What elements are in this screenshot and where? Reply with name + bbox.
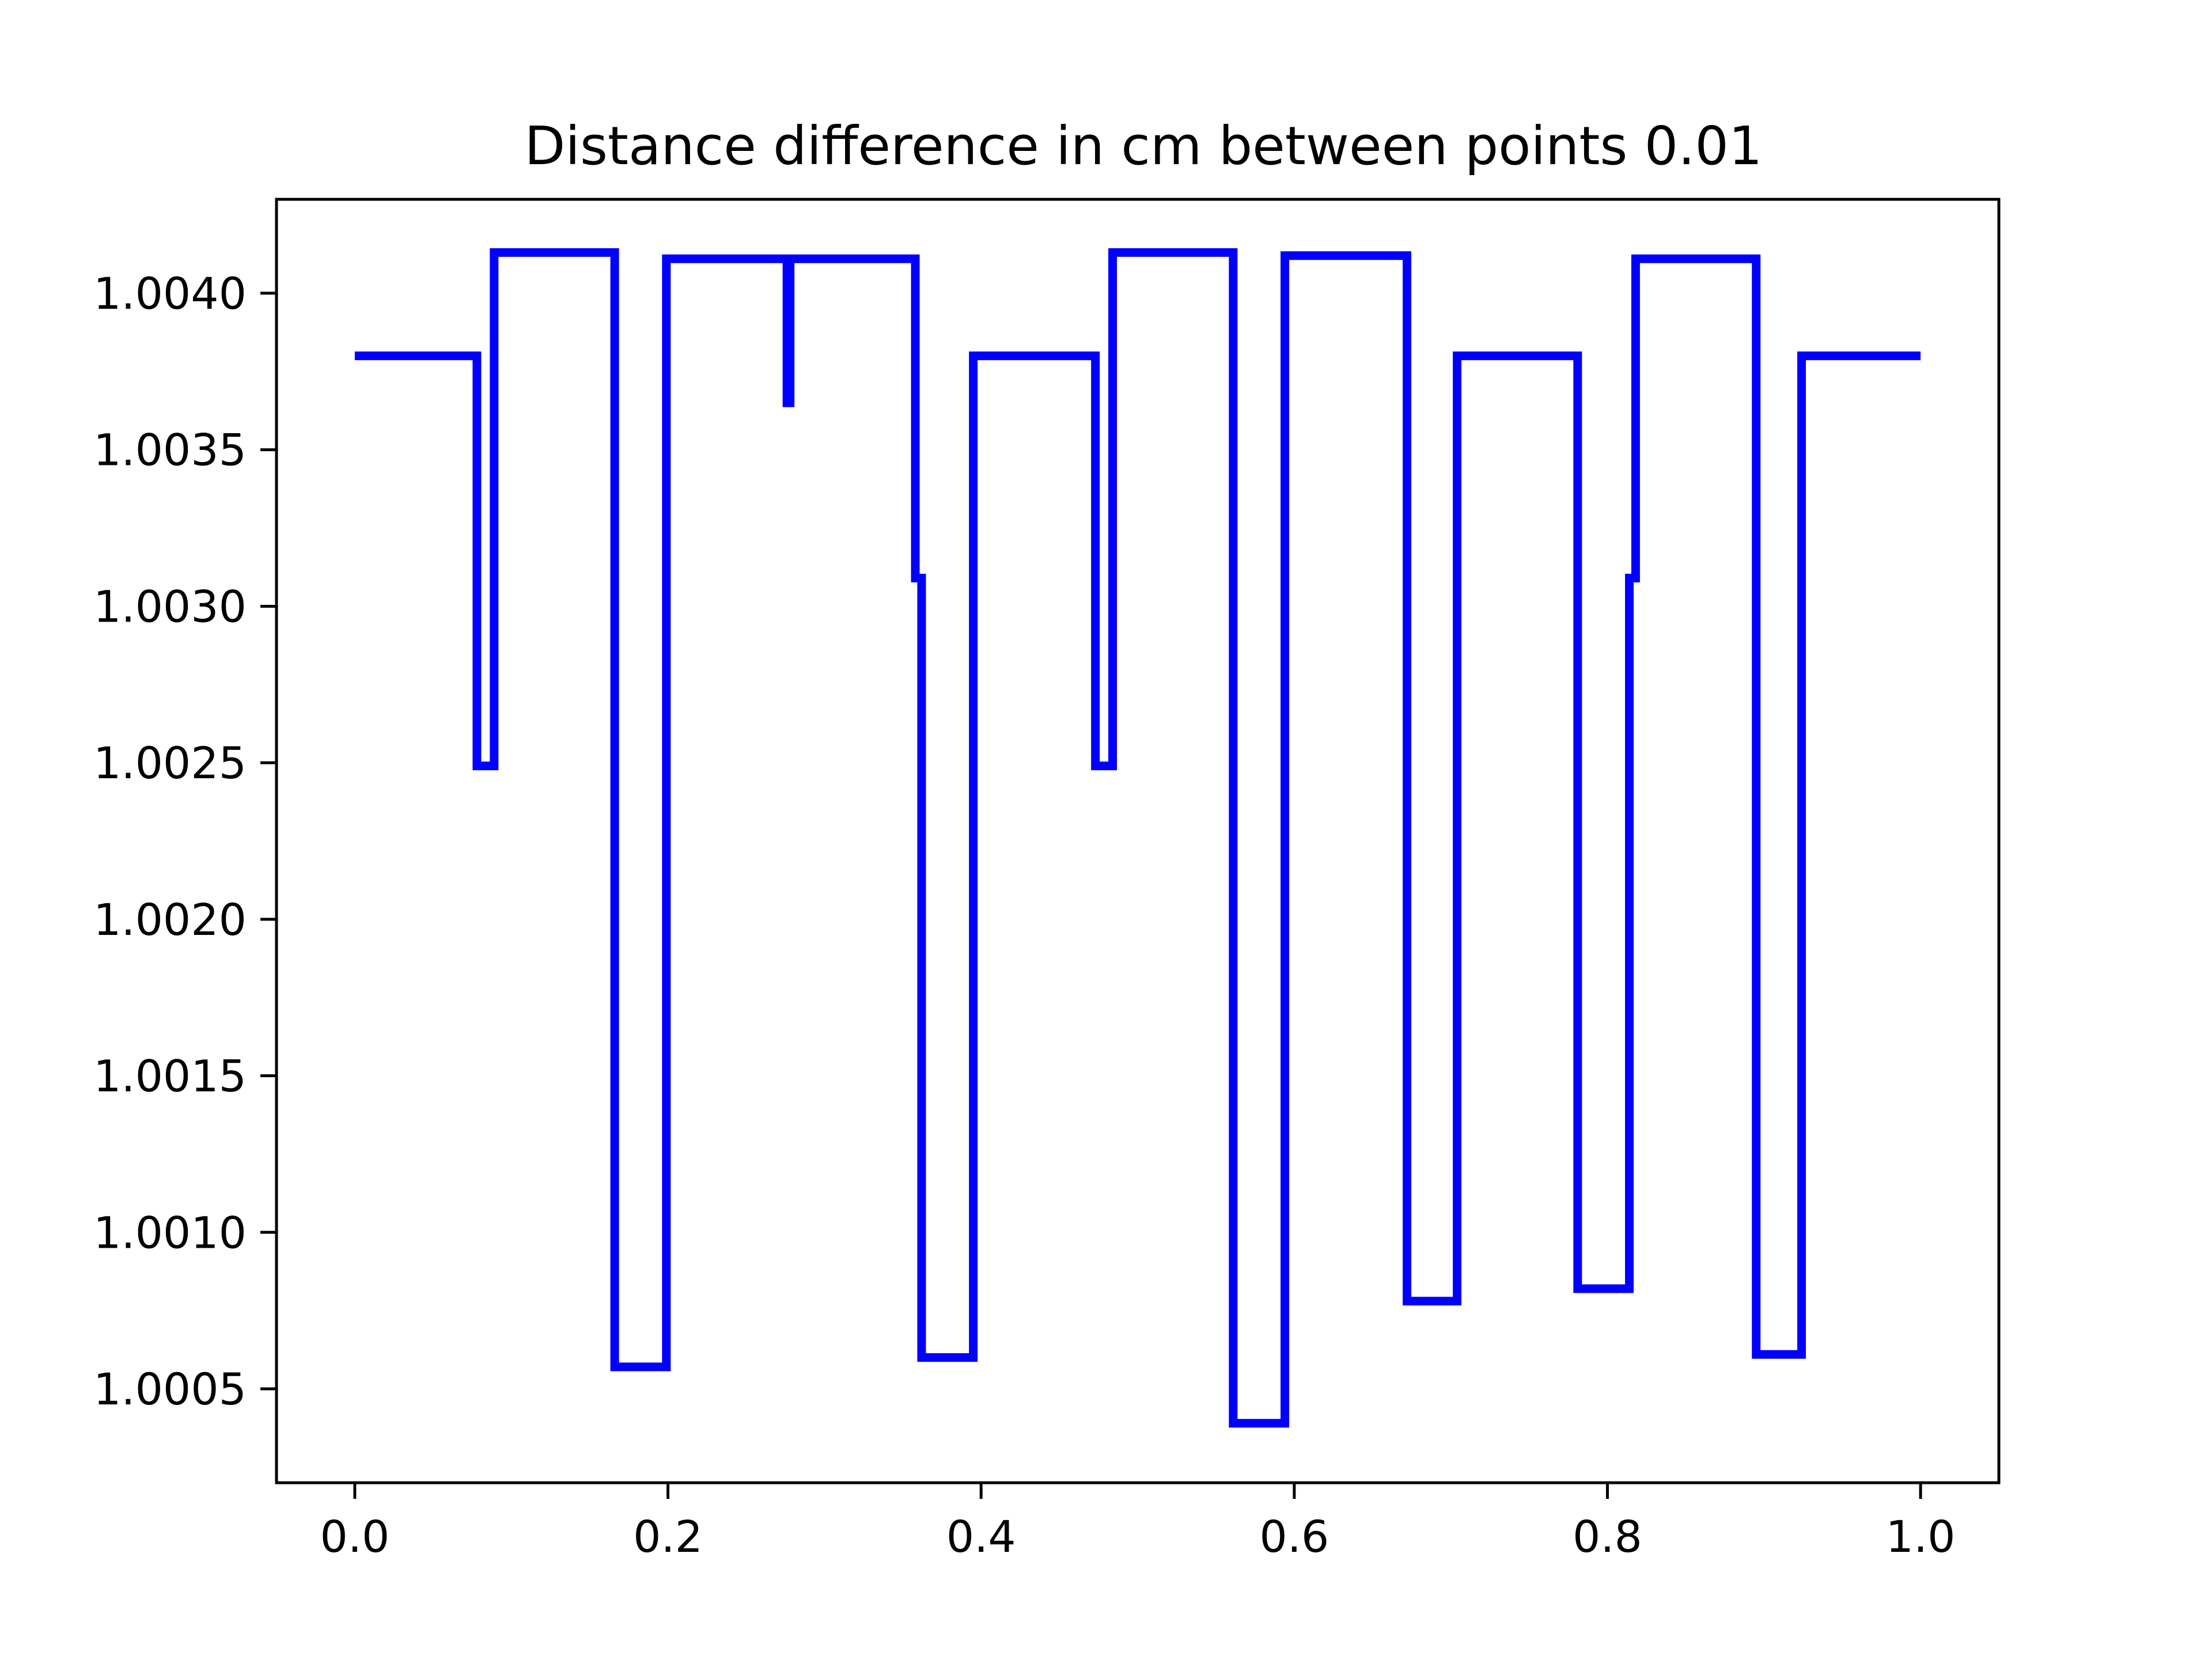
y-tick-label: 1.0030	[93, 581, 247, 632]
x-tick-label: 1.0	[1886, 1511, 1956, 1562]
x-tick-label: 0.6	[1259, 1511, 1329, 1562]
y-tick-label: 1.0035	[93, 425, 247, 476]
x-tick-label: 0.8	[1573, 1511, 1642, 1562]
chart-title: Distance difference in cm between points…	[525, 115, 1763, 177]
x-axis: 0.0 0.2 0.4 0.6 0.8 1.0	[320, 1483, 1956, 1562]
y-axis: 1.0005 1.0010 1.0015 1.0020 1.0025 1.0030 1.00…	[93, 268, 276, 1415]
y-tick-label: 1.0040	[93, 268, 247, 319]
x-tick-label: 0.4	[946, 1511, 1016, 1562]
y-tick-label: 1.0005	[93, 1363, 247, 1415]
y-tick-label: 1.0010	[93, 1207, 247, 1258]
y-tick-label: 1.0015	[93, 1051, 247, 1102]
x-tick-label: 0.0	[320, 1511, 389, 1562]
axes-frame	[275, 198, 2001, 1484]
x-tick-label: 0.2	[633, 1511, 703, 1562]
y-tick-label: 1.0025	[93, 737, 247, 789]
plot-area	[354, 248, 1921, 1428]
series-line	[354, 248, 1921, 1428]
y-tick-label: 1.0020	[93, 894, 247, 945]
